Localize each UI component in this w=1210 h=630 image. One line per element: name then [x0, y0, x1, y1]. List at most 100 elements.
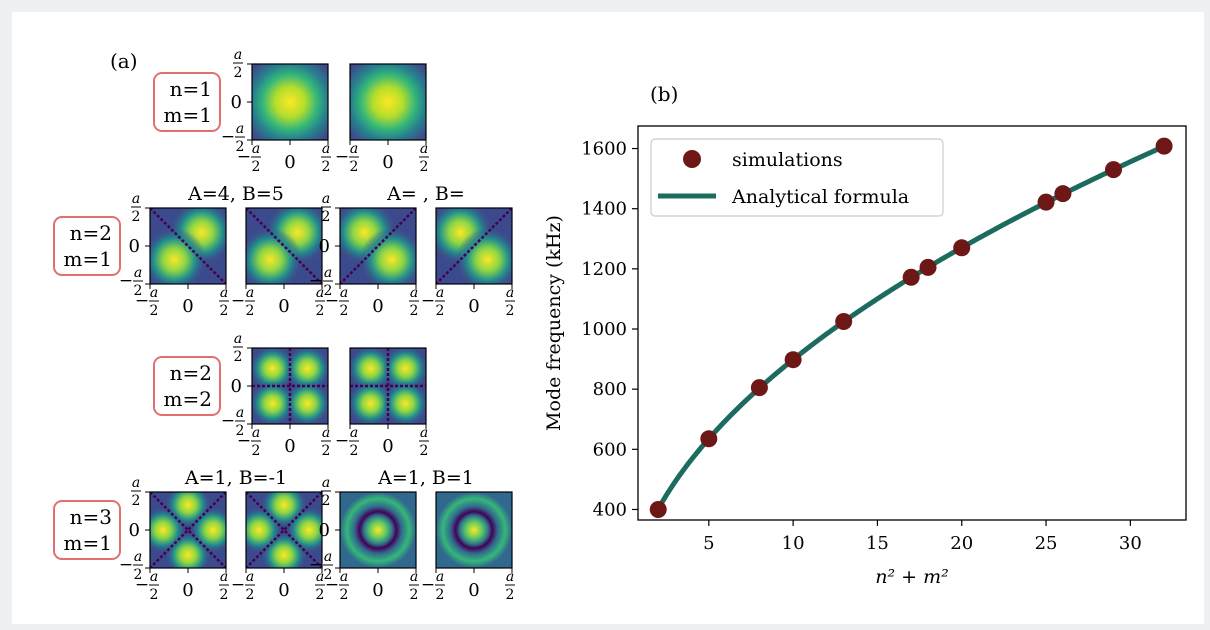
heatmap-lobe [359, 227, 416, 284]
legend: simulations Analytical formula [650, 138, 944, 217]
tick-zero: 0 [319, 520, 330, 541]
tick-den: 2 [220, 303, 229, 319]
tick-num: a [246, 285, 254, 301]
tick-minus: − [119, 271, 133, 291]
tick-num: a [132, 191, 140, 207]
tick-label-fraction: a2 [321, 191, 331, 225]
tick-minus: − [135, 575, 149, 595]
tick-label-fraction: a2 [131, 191, 141, 225]
heatmap-fill [252, 64, 328, 140]
mode-box-frame [53, 216, 121, 276]
tick-num: a [316, 285, 324, 301]
tick-zero: 0 [382, 436, 393, 457]
tick-den: 2 [220, 587, 229, 603]
tick-label-fraction: − a2 [221, 121, 245, 155]
mode-label-box: n=2m=1 [53, 216, 121, 276]
tick-label-fraction: a2 [219, 569, 229, 603]
mode-pair-title: A=4, B=5 [187, 183, 284, 205]
tick-den: 2 [340, 587, 349, 603]
x-tick-label: 20 [950, 533, 973, 554]
heatmap-lobe [246, 227, 303, 284]
tick-label-fraction: a2 [233, 331, 243, 365]
tick-den: 2 [132, 493, 141, 509]
mode-heatmap-tile: 0 [349, 63, 427, 173]
nodal-line [150, 208, 226, 284]
tick-label-fraction: − a2 [221, 405, 245, 439]
simulation-point [784, 351, 802, 369]
tick-num: a [316, 569, 324, 585]
tick-den: 2 [350, 443, 359, 459]
tick-minus: − [335, 431, 349, 451]
heatmap-lobe [382, 380, 426, 424]
tick-num: a [220, 569, 228, 585]
y-tick-label: 1200 [581, 259, 627, 280]
simulation-point [1155, 137, 1173, 155]
tick-minus: − [119, 555, 133, 575]
tick-den: 2 [506, 587, 515, 603]
tick-num: a [322, 141, 330, 157]
tick-den: 2 [246, 303, 255, 319]
heatmap-lobe [284, 380, 328, 424]
tick-label-fraction: − a2 [135, 285, 159, 319]
tick-label-fraction: − a2 [135, 569, 159, 603]
tick-label-fraction: − a2 [335, 425, 359, 459]
tick-den: 2 [316, 587, 325, 603]
tick-label-fraction: − a2 [421, 569, 445, 603]
tick-minus: − [237, 147, 251, 167]
nodal-line [246, 208, 322, 284]
mode-label-box: n=1m=1 [153, 72, 221, 132]
tick-zero: 0 [278, 580, 289, 601]
tick-label-fraction: a2 [219, 285, 229, 319]
tick-label-fraction: − a2 [231, 569, 255, 603]
simulation-point [835, 312, 853, 330]
tick-zero: 0 [372, 580, 383, 601]
tick-num: a [506, 569, 514, 585]
plot-area [637, 125, 1187, 521]
tick-num: a [324, 265, 332, 281]
x-tick-label: 30 [1119, 533, 1142, 554]
tick-den: 2 [246, 587, 255, 603]
tick-num: a [134, 549, 142, 565]
legend-box [650, 138, 944, 217]
heatmap-lobe [350, 380, 394, 424]
tick-minus: − [421, 291, 435, 311]
tick-zero: 0 [129, 520, 140, 541]
tick-num: a [340, 569, 348, 585]
tick-num: a [150, 569, 158, 585]
panel-a-label: (a) [110, 49, 138, 73]
tick-den: 2 [134, 567, 143, 583]
tick-minus: − [335, 147, 349, 167]
heatmap-fill [436, 492, 512, 568]
heatmap-lobe [455, 227, 512, 284]
y-tick-label: 1000 [581, 319, 627, 340]
tick-den: 2 [506, 303, 515, 319]
tick-label-fraction: a2 [419, 141, 429, 175]
tick-minus: − [421, 575, 435, 595]
simulation-point [919, 258, 937, 276]
tick-minus: − [237, 431, 251, 451]
tick-zero: 0 [284, 152, 295, 173]
y-tick-label: 1600 [581, 139, 627, 160]
mode-heatmap-tile: 00 [129, 207, 227, 317]
legend-marker-simulations [683, 150, 701, 168]
chart-ticks: 5 10 15 20 25 30 400 600 800 1000 1200 1400 1600 [581, 139, 1142, 554]
tick-minus: − [231, 291, 245, 311]
mode-pair-title: A=1, B=-1 [184, 467, 287, 489]
tick-zero: 0 [382, 152, 393, 173]
tick-num: a [252, 425, 260, 441]
tick-num: a [420, 425, 428, 441]
nodal-line [150, 492, 226, 568]
tick-zero: 0 [182, 580, 193, 601]
tick-zero: 0 [284, 436, 295, 457]
tick-den: 2 [436, 587, 445, 603]
tick-zero: 0 [468, 296, 479, 317]
tick-label-fraction: − a2 [421, 285, 445, 319]
tick-zero: 0 [468, 580, 479, 601]
heatmap-lobe [252, 348, 296, 392]
tick-den: 2 [324, 567, 333, 583]
tick-den: 2 [340, 303, 349, 319]
tick-num: a [350, 141, 358, 157]
tick-label-fraction: − a2 [325, 285, 349, 319]
tick-label-fraction: − a 2 [231, 285, 255, 319]
tick-num: a [322, 191, 330, 207]
